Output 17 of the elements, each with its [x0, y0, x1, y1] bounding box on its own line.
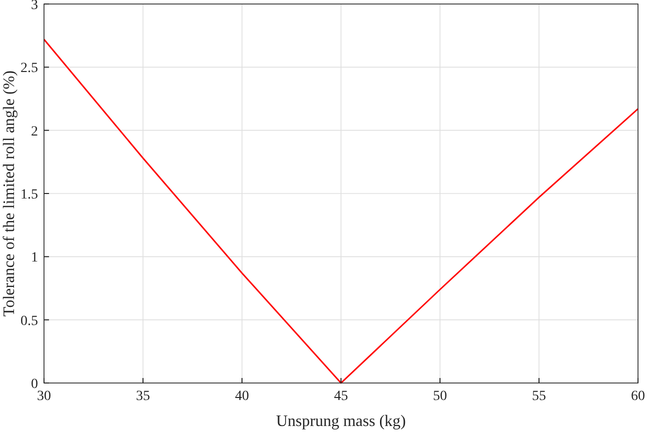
y-tick-label: 0 — [31, 377, 38, 392]
y-tick-label: 3 — [31, 0, 38, 13]
y-axis-title: Tolerance of the limited roll angle (%) — [1, 70, 18, 316]
line-series — [43, 38, 639, 384]
y-tick-label: 0.5 — [20, 314, 38, 329]
x-tick-label: 55 — [532, 389, 546, 404]
y-tick-label: 2 — [31, 124, 38, 140]
x-tick-label: 45 — [334, 389, 348, 404]
x-axis-title: Unsprung mass (kg) — [276, 413, 406, 430]
x-tick-label: 60 — [631, 389, 645, 404]
y-tick-label: 1 — [31, 250, 38, 266]
x-tick-label: 50 — [433, 389, 447, 404]
x-tick-label: 35 — [136, 389, 150, 404]
x-tick-label: 40 — [235, 389, 249, 404]
y-tick-label: 2.5 — [20, 61, 38, 76]
x-tick-label: 30 — [37, 389, 51, 404]
y-tick-label: 1.5 — [20, 188, 38, 202]
